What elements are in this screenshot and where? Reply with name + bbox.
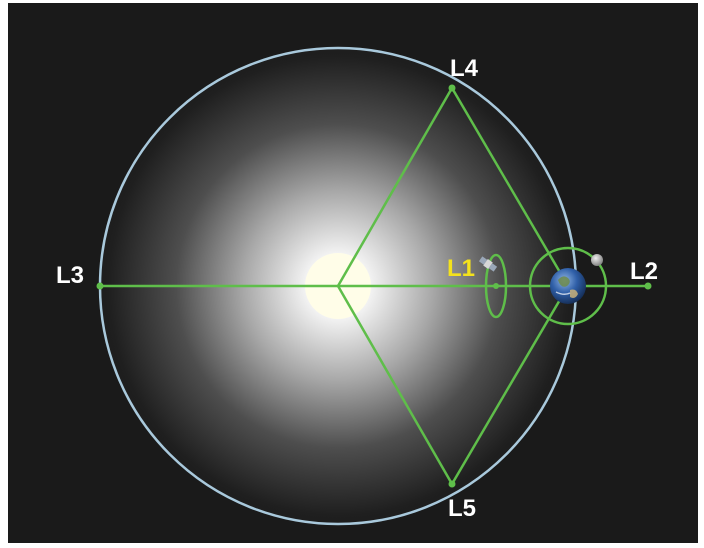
l5-marker: [448, 480, 456, 488]
l1-label: L1: [447, 255, 475, 282]
l2-marker: [644, 282, 652, 290]
l3-marker: [96, 282, 104, 290]
l5-label: L5: [448, 495, 476, 522]
l2-label: L2: [630, 258, 658, 285]
geometry-lines: [100, 87, 648, 485]
moon-icon: [591, 254, 603, 266]
satellite-icon: [478, 256, 498, 272]
l4-label: L4: [450, 55, 479, 82]
earth-region-circle: [528, 246, 608, 326]
point-markers: [96, 84, 652, 488]
sun-l5-line: [336, 285, 454, 485]
sun-l4-line: [336, 87, 454, 287]
l1-marker: [493, 283, 499, 289]
l4-marker: [448, 84, 456, 92]
l1-halo-orbit: [484, 253, 508, 319]
earth-icon: [550, 268, 586, 304]
l3-label: L3: [56, 262, 84, 289]
